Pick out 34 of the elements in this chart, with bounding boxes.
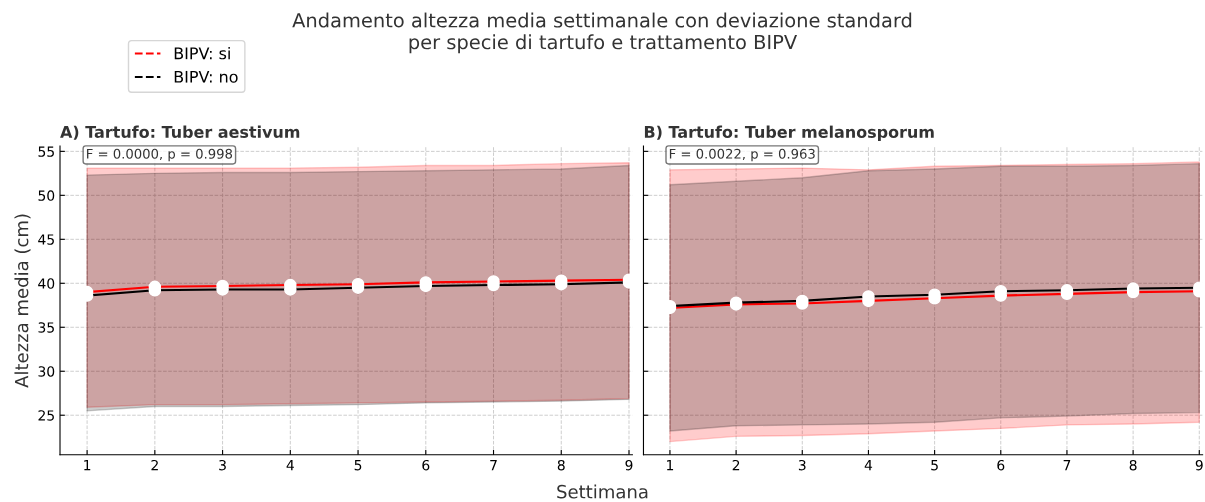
x-tick-label: 9 — [1195, 459, 1203, 471]
y-tick-label: 45 — [38, 234, 54, 245]
x-tick-label: 5 — [354, 460, 362, 471]
x-tick-label: 6 — [422, 459, 430, 471]
chart-title: A) Tartufo: Tuber aestivum — [60, 125, 300, 140]
text: Andamento altezza media settimanale con deviazione standard per specie di tartufo e trattamento BIPV — [292, 12, 912, 54]
x-tick-label: 2 — [151, 459, 158, 471]
chart-title: B) Tartufo: Tuber melanosporum — [644, 125, 934, 142]
y-tick-label: 55 — [38, 146, 54, 157]
x-tick-label: 6 — [997, 459, 1005, 471]
y-tick-label: 50 — [38, 190, 55, 201]
x-tick-label: 4 — [286, 460, 294, 471]
x-tick-label: 9 — [625, 459, 633, 471]
x-tick-label: 5 — [931, 460, 938, 471]
x-tick-label: 1 — [84, 460, 91, 471]
y-axis-title: Altezza media (cm) — [14, 214, 31, 388]
x-tick-label: 3 — [798, 459, 806, 471]
x-axis-title: Settimana — [557, 484, 648, 499]
x-tick-label: 3 — [219, 459, 226, 471]
x-tick-label: 8 — [557, 459, 565, 471]
legend-label: BIPV: si — [174, 47, 230, 60]
x-tick-label: 4 — [864, 460, 873, 471]
annotation: F = 0.0000, p = 0.998 — [87, 148, 233, 162]
x-tick-label: 8 — [1129, 459, 1137, 471]
x-tick-label: 2 — [732, 459, 740, 471]
x-tick-label: 1 — [667, 460, 674, 471]
x-tick-label: 7 — [1063, 460, 1071, 471]
x-tick-label: 7 — [490, 460, 497, 471]
y-tick-label: 30 — [38, 366, 55, 377]
y-tick-label: 35 — [38, 322, 54, 333]
y-tick-label: 25 — [38, 410, 54, 421]
y-tick-label: 40 — [38, 278, 55, 289]
annotation: F = 0.0022, p = 0.963 — [669, 148, 815, 162]
legend-label: BIPV: no — [174, 70, 238, 83]
